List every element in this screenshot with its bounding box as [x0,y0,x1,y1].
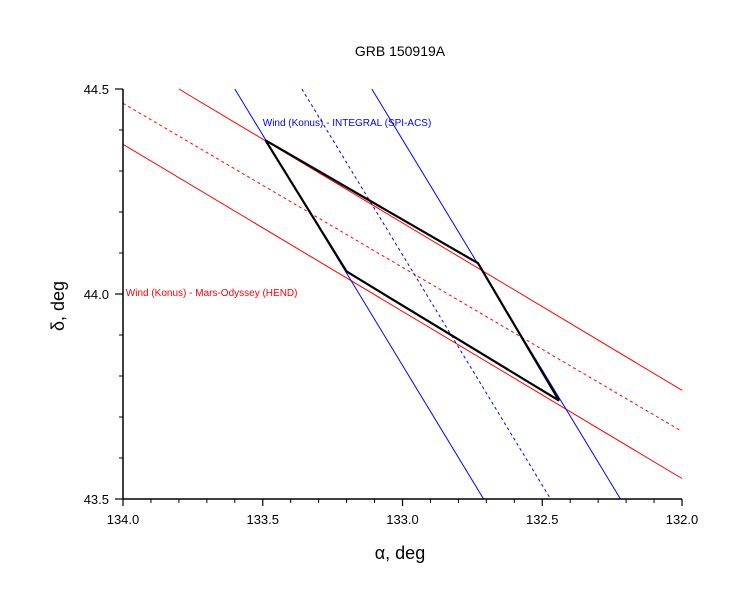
annulus-line-2 [122,143,683,479]
annulus-line-1 [122,102,683,432]
ticks-layer: 134.0 133.5 133.0 132.5 132.0 43.5 44.0 44.5 [84,82,699,527]
annotation-layer: Wind (Konus) - INTEGRAL (SPI-ACS) Wind (K… [126,118,432,299]
annulus-line-4 [301,88,552,500]
error-box-polygon [264,139,560,402]
annotation-label: Wind (Konus) - Mars-Odyssey (HEND) [126,288,298,299]
y-axis-title: δ, deg [48,281,68,331]
x-tick-label: 133.0 [386,512,419,527]
x-axis-title: α, deg [375,543,425,563]
y-tick-label: 43.5 [84,492,109,507]
x-tick-label: 133.5 [246,512,279,527]
y-tick-label: 44.5 [84,82,109,97]
annulus-line-0 [178,88,683,391]
y-tick-label: 44.0 [84,287,109,302]
series-layer [122,88,683,500]
chart-title: GRB 150919A [355,43,446,59]
x-tick-label: 132.0 [666,512,699,527]
x-tick-label: 132.5 [526,512,559,527]
x-tick-label: 134.0 [107,512,140,527]
annotation-label: Wind (Konus) - INTEGRAL (SPI-ACS) [263,118,432,129]
